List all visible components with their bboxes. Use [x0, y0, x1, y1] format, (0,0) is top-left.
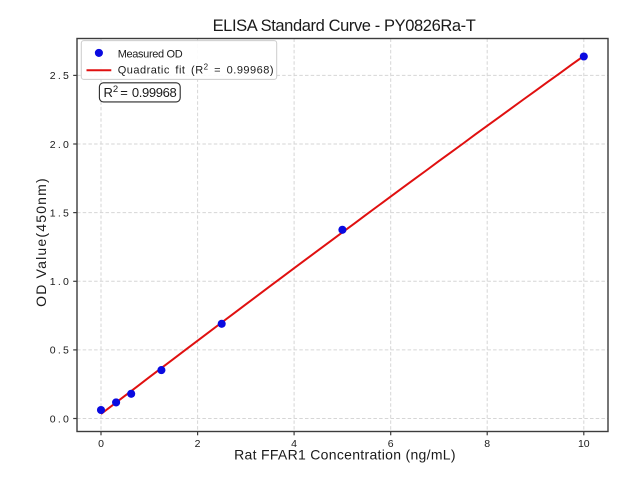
svg-text:0: 0 [98, 438, 104, 450]
svg-text:OD Value(450nm): OD Value(450nm) [33, 177, 49, 307]
svg-text:2: 2 [195, 438, 201, 450]
svg-text:Rat FFAR1 Concentration (ng/mL: Rat FFAR1 Concentration (ng/mL) [234, 446, 456, 462]
svg-text:8: 8 [484, 438, 490, 450]
svg-text:4: 4 [291, 438, 297, 450]
svg-text:10: 10 [578, 438, 590, 450]
svg-text:Measured OD: Measured OD [118, 49, 183, 61]
svg-text:2.0: 2.0 [50, 139, 71, 151]
svg-text:R2=0.99968: R2 = 0.99968 [104, 84, 177, 100]
svg-text:ELISA Standard Curve - PY0826R: ELISA Standard Curve - PY0826Ra-T [213, 17, 476, 35]
svg-text:Quadratic fit (R2 = 0.99968): Quadratic fit (R2 = 0.99968) [118, 62, 274, 76]
svg-text:1.0: 1.0 [50, 276, 71, 288]
svg-text:0.5: 0.5 [50, 345, 71, 357]
svg-text:6: 6 [388, 438, 394, 450]
svg-text:2.5: 2.5 [50, 70, 71, 82]
svg-text:1.5: 1.5 [50, 207, 71, 219]
svg-text:0.0: 0.0 [50, 413, 71, 425]
